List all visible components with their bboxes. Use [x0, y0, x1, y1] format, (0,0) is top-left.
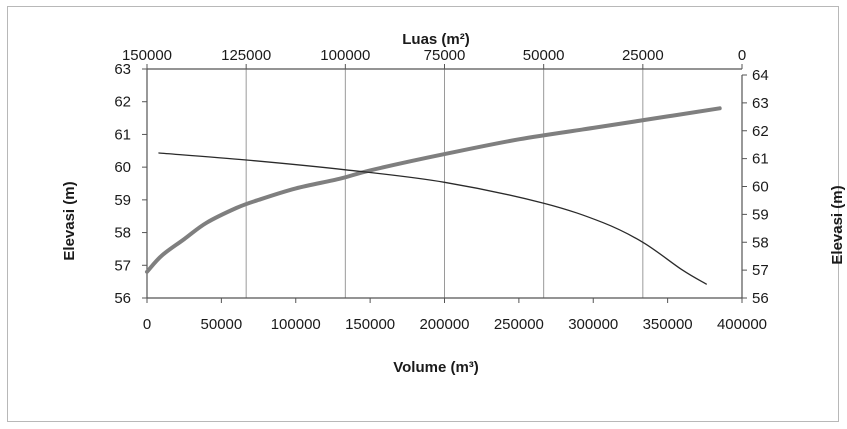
area-elevation-line [158, 152, 707, 285]
top-tick-label: 0 [738, 47, 746, 64]
chart-frame [7, 6, 839, 422]
bottom-tick-label: 100000 [271, 316, 321, 333]
tick-labels: 0 50000 100000 150000 200000 250000 300000 3500… [114, 47, 768, 333]
left-tick-label: 60 [114, 159, 131, 176]
left-tick-label: 63 [114, 61, 131, 78]
right-tick-label: 59 [752, 206, 769, 223]
top-tick-label: 125000 [221, 47, 271, 64]
top-axis-title: Luas (m²) [402, 31, 470, 48]
grid-lines [245, 69, 644, 298]
top-tick-label: 50000 [523, 47, 565, 64]
bottom-tick-label: 300000 [568, 316, 618, 333]
left-tick-label: 59 [114, 192, 131, 209]
left-tick-label: 56 [114, 290, 131, 307]
right-tick-label: 62 [752, 123, 769, 140]
left-axis-title: Elevasi (m) [61, 181, 78, 260]
left-tick-label: 57 [114, 257, 131, 274]
volume-elevation-line [145, 106, 722, 274]
right-tick-label: 61 [752, 151, 769, 168]
right-tick-label: 60 [752, 179, 769, 196]
bottom-tick-label: 250000 [494, 316, 544, 333]
top-tick-label: 150000 [122, 47, 172, 64]
left-tick-label: 62 [114, 94, 131, 111]
left-tick-label: 58 [114, 225, 131, 242]
top-tick-label: 25000 [622, 47, 664, 64]
bottom-tick-label: 350000 [643, 316, 693, 333]
bottom-tick-label: 50000 [201, 316, 243, 333]
top-tick-label: 100000 [320, 47, 370, 64]
bottom-tick-label: 400000 [717, 316, 767, 333]
right-axis-title: Elevasi (m) [829, 185, 846, 264]
bottom-tick-label: 150000 [345, 316, 395, 333]
top-tick-label: 75000 [424, 47, 466, 64]
bottom-tick-label: 0 [143, 316, 151, 333]
right-tick-label: 57 [752, 262, 769, 279]
bottom-axis-title: Volume (m³) [393, 359, 479, 376]
series-lines [145, 106, 722, 285]
bottom-tick-label: 200000 [419, 316, 469, 333]
axes [142, 64, 747, 303]
right-tick-label: 64 [752, 67, 769, 84]
left-tick-label: 61 [114, 126, 131, 143]
right-tick-label: 58 [752, 234, 769, 251]
right-tick-label: 56 [752, 290, 769, 307]
right-tick-label: 63 [752, 95, 769, 112]
